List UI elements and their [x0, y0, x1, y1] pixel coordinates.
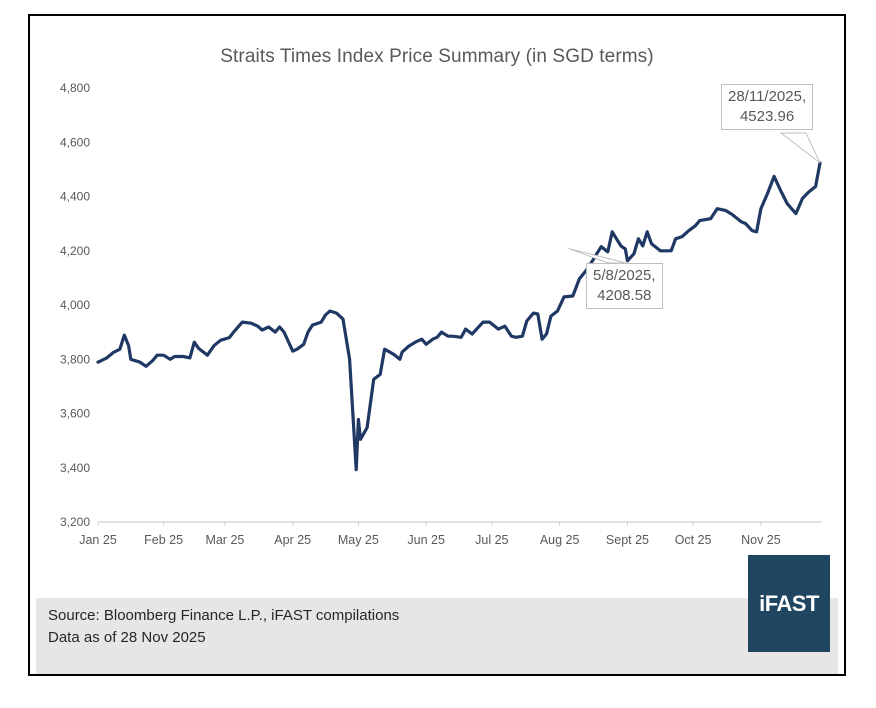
x-tick-label: Jun 25	[407, 533, 445, 547]
x-tick-label: Jan 25	[79, 533, 117, 547]
x-tick-label: Nov 25	[741, 533, 781, 547]
source-text: Source: Bloomberg Finance L.P., iFAST co…	[48, 607, 400, 624]
sti-price-line	[96, 161, 822, 472]
x-tick-label: Jul 25	[475, 533, 508, 547]
chart-area: Straits Times Index Price Summary (in SG…	[36, 18, 838, 674]
source-note: Source: Bloomberg Finance L.P., iFAST co…	[48, 605, 399, 649]
annotation-date: 5/8/2025,	[593, 267, 656, 284]
footer: Source: Bloomberg Finance L.P., iFAST co…	[36, 598, 838, 674]
x-tick-label: Feb 25	[144, 533, 183, 547]
y-tick-label: 3,800	[60, 352, 90, 366]
y-tick-label: 3,200	[60, 515, 90, 529]
y-tick-label: 4,600	[60, 135, 90, 149]
y-tick-label: 3,400	[60, 461, 90, 475]
annotation-date: 28/11/2025,	[728, 88, 807, 105]
x-tick-label: Aug 25	[540, 533, 580, 547]
chart-frame: Straits Times Index Price Summary (in SG…	[28, 14, 846, 676]
x-tick-label: Mar 25	[205, 533, 244, 547]
chart-title: Straits Times Index Price Summary (in SG…	[220, 46, 654, 67]
y-tick-label: 4,200	[60, 244, 90, 258]
y-tick-label: 4,400	[60, 190, 90, 204]
x-tick-label: May 25	[338, 533, 379, 547]
x-tick-label: Apr 25	[274, 533, 311, 547]
data-as-of-text: Data as of 28 Nov 2025	[48, 629, 206, 646]
y-tick-label: 4,800	[60, 81, 90, 95]
x-tick-label: Oct 25	[675, 533, 712, 547]
y-tick-label: 3,600	[60, 407, 90, 421]
annotation-leader-nov	[779, 132, 821, 164]
annotation-value: 4208.58	[597, 287, 652, 304]
y-tick-label: 4,000	[60, 298, 90, 312]
x-tick-label: Sept 25	[606, 533, 649, 547]
ifast-logo: iFAST	[748, 555, 830, 652]
annotation-callout-aug: 5/8/2025, 4208.58	[586, 263, 663, 309]
line-chart: 3,200 3,400 3,600 3,800 4,000 4,200 4,400 4,600…	[60, 81, 822, 547]
annotation-value: 4523.96	[739, 108, 795, 125]
annotation-callout-nov: 28/11/2025, 4523.96	[721, 84, 814, 130]
